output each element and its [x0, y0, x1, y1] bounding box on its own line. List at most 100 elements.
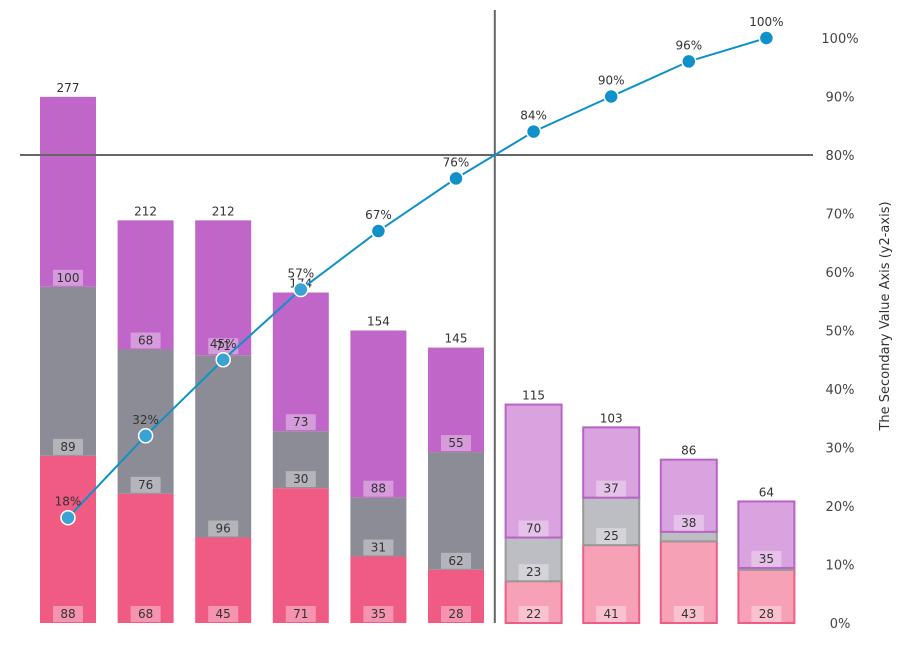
y2-axis: 0% 10% 20% 30% 40% 50% 60% 70% 80% 90% 100% [821, 32, 858, 632]
bar-total-label: 64 [759, 485, 774, 499]
segment-label-bg [208, 520, 239, 537]
segment-label-bg [285, 414, 316, 431]
bar-stack: 41 25 37 103 [582, 411, 641, 625]
segment-label-bg [130, 332, 161, 349]
bar-segment [582, 426, 641, 499]
segment-label: 68 [138, 607, 153, 621]
segment-label-bg [208, 338, 239, 355]
cumulative-marker [603, 88, 619, 105]
segment-label-bg [363, 606, 394, 622]
bar-stack: 88 89 100 277 [40, 81, 96, 623]
y2-tick-label: 70% [826, 208, 855, 223]
cumulative-line [67, 37, 767, 519]
cumulative-label: 57% [287, 267, 314, 281]
segment-label: 45 [216, 607, 231, 621]
bar-segment [504, 580, 563, 625]
segment-label-bg [363, 539, 394, 556]
bar-segment [582, 544, 641, 625]
segment-label-bg [285, 606, 316, 622]
bar-segment [737, 500, 796, 569]
bar-total-label: 86 [681, 444, 696, 458]
bar-segment [195, 537, 252, 623]
segment-label: 28 [448, 607, 463, 621]
y2-tick-label: 60% [826, 266, 855, 281]
bar-stack: 45 96 71 212 [195, 204, 252, 623]
bar-segment [428, 452, 484, 570]
cumulative-label: 96% [675, 38, 702, 52]
segment-label: 22 [526, 607, 541, 621]
bar-segment [428, 347, 484, 453]
bar-segment [272, 292, 329, 432]
segment-label: 41 [604, 607, 619, 621]
bar-stack: 43 38 86 [659, 444, 718, 625]
segment-label-bg [673, 514, 704, 531]
cumulative-label: 100% [749, 15, 783, 29]
segment-label: 28 [759, 607, 774, 621]
bar-segment [195, 355, 252, 538]
bar-segment [272, 431, 329, 489]
y2-tick-label: 50% [826, 325, 855, 340]
bar-segment [659, 458, 718, 533]
cumulative-line-layer: 18% 32% 45% 57% 67% 76% 84% 90% 96% 100% [55, 15, 784, 526]
segment-label-bg [751, 606, 782, 622]
segment-label: 38 [681, 516, 696, 530]
bar-total-label: 212 [134, 204, 157, 218]
bar-segment [117, 220, 174, 350]
segment-label-bg [53, 269, 83, 286]
segment-label-bg [441, 606, 471, 622]
bar-segment [659, 530, 718, 543]
bar-segment [40, 286, 96, 456]
cumulative-marker [60, 509, 76, 526]
y2-tick-label: 90% [826, 91, 855, 106]
segment-label-bg [208, 606, 239, 622]
cumulative-label: 32% [132, 413, 159, 427]
segment-label-bg [53, 438, 83, 455]
bar-total-label: 115 [522, 389, 545, 403]
y2-tick-label: 30% [826, 442, 855, 457]
segment-label-bg [596, 528, 627, 545]
cumulative-label: 84% [520, 109, 547, 123]
y2-tick-label: 80% [826, 149, 855, 164]
cumulative-marker [681, 53, 697, 70]
segment-label: 25 [604, 529, 619, 543]
segment-label: 76 [138, 478, 153, 492]
cumulative-marker [215, 352, 231, 368]
segment-label-bg [53, 606, 83, 622]
bar-segment [350, 556, 407, 623]
segment-label: 35 [759, 552, 774, 566]
y2-tick-label: 40% [826, 383, 855, 398]
segment-label: 43 [681, 607, 696, 621]
bar-segment [504, 403, 563, 539]
cumulative-label: 67% [365, 208, 392, 222]
segment-label: 100 [57, 271, 80, 285]
bar-total-label: 154 [367, 315, 390, 329]
bar-total-label: 103 [600, 411, 623, 425]
bar-segment [272, 488, 329, 623]
cumulative-label: 90% [598, 74, 625, 88]
bar-total-label: 145 [445, 332, 468, 346]
cumulative-marker [525, 123, 542, 140]
y2-tick-label: 100% [821, 32, 858, 47]
bar-segment [117, 349, 174, 494]
bar-segment [40, 455, 96, 623]
cumulative-marker [137, 428, 154, 444]
cumulative-marker [448, 170, 464, 187]
segment-label: 70 [526, 522, 541, 536]
bars-layer: 8889100277687668212459671212713073174353… [40, 81, 796, 625]
segment-label-bg [596, 606, 627, 622]
bar-segment [428, 569, 484, 623]
segment-label: 37 [604, 482, 619, 496]
segment-label-bg [441, 435, 471, 452]
segment-label: 55 [448, 436, 463, 450]
bar-total-label: 212 [212, 204, 235, 218]
segment-label: 35 [371, 607, 386, 621]
y2-tick-label: 20% [826, 500, 855, 515]
bar-segment [659, 540, 718, 625]
cumulative-label: 45% [210, 337, 237, 351]
segment-label-bg [285, 471, 316, 488]
bar-segment [40, 96, 96, 287]
bar-segment [195, 220, 252, 356]
segment-label-bg [596, 480, 627, 497]
bar-segment [350, 497, 407, 557]
threshold-layer [20, 10, 813, 623]
